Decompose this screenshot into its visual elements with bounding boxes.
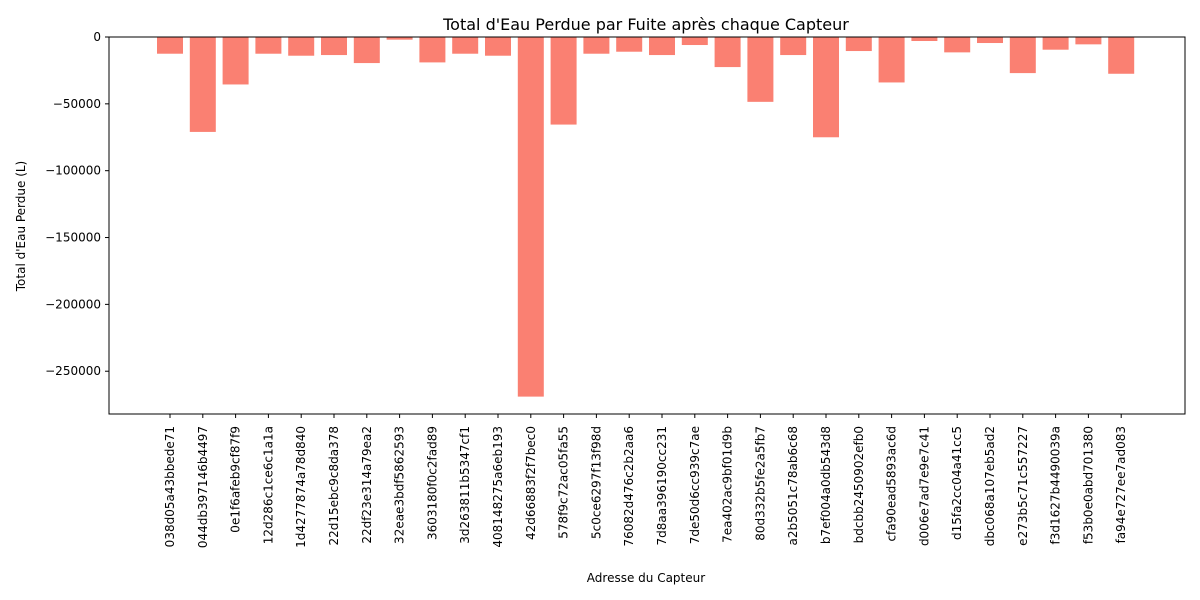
x-tick-label: bdcbb2450902efb0: [852, 426, 866, 543]
bar-7d8aa396190cc231: [649, 37, 675, 56]
bar-a2b5051c78ab6c68: [780, 37, 807, 56]
bar-408148275a6eb193: [485, 37, 511, 56]
y-tick-label: −100000: [45, 164, 101, 178]
bar-fa94e727ee7ad083: [1108, 37, 1135, 74]
bar-3d263811b5347cf1: [452, 37, 479, 54]
x-tick-label: 5c0ce6297f13f98d: [589, 426, 603, 539]
x-tick-label: 7ea402ac9bf01d9b: [721, 426, 735, 543]
bar-f3d1627b4490039a: [1042, 37, 1069, 50]
chart-title: Total d'Eau Perdue par Fuite après chaqu…: [442, 15, 849, 34]
x-tick-label: 12d286c1ce6c1a1a: [261, 426, 275, 544]
bar-b7ef004a0db543d8: [813, 37, 839, 138]
bar-7ea402ac9bf01d9b: [714, 37, 741, 68]
x-tick-label: 22d15ebc9c8da378: [327, 426, 341, 546]
x-tick-label: 3d263811b5347cf1: [458, 426, 472, 544]
x-ticks-layer: 038d05a43bbede71 044db397146b4497 0e1f6afe…: [163, 414, 1128, 548]
bar-3603180f0c2fad89: [419, 37, 446, 63]
x-tick-label: 1d4277874a78d840: [294, 426, 308, 548]
x-tick-label: 7de50d6cc939c7ae: [688, 426, 702, 544]
bar-578f9c72ac05fa55: [550, 37, 577, 125]
bar-12d286c1ce6c1a1a: [255, 37, 282, 54]
x-tick-label: 22df23e314a79ea2: [360, 426, 374, 544]
x-tick-label: 578f9c72ac05fa55: [557, 426, 571, 539]
bar-d15fa2cc04a41cc5: [944, 37, 971, 53]
x-tick-label: 80d332b5fe2a5fb7: [753, 426, 767, 541]
x-tick-label: 32eae3bdf5862593: [393, 426, 407, 544]
bar-80d332b5fe2a5fb7: [747, 37, 774, 102]
y-tick-label: −250000: [45, 364, 101, 378]
x-tick-label: fa94e727ee7ad083: [1114, 426, 1128, 543]
y-tick-label: −50000: [53, 97, 101, 111]
axes-layer: [108, 36, 1186, 415]
x-tick-label: 76082d476c2b2aa6: [622, 426, 636, 547]
bar-044db397146b4497: [189, 37, 216, 132]
y-tick-label: −200000: [45, 297, 101, 311]
bar-22d15ebc9c8da378: [321, 37, 347, 56]
x-tick-label: 408148275a6eb193: [491, 426, 505, 548]
y-axis-title: Total d'Eau Perdue (L): [14, 161, 28, 293]
x-tick-label: a2b5051c78ab6c68: [786, 426, 800, 545]
bar-dbc068a107eb5ad2: [977, 37, 1003, 44]
x-tick-label: dbc068a107eb5ad2: [983, 426, 997, 546]
bar-e273b5c71c557227: [1009, 37, 1036, 74]
y-ticks-layer: 0 −50000 −100000 −150000 −200000 −250000: [45, 30, 109, 378]
bar-22df23e314a79ea2: [353, 37, 380, 64]
bar-5c0ce6297f13f98d: [583, 37, 610, 54]
bar-bdcbb2450902efb0: [845, 37, 872, 52]
x-tick-label: 42d66883f2f7bec0: [524, 426, 538, 540]
x-tick-label: f53b0e0abd701380: [1081, 426, 1095, 544]
plot-frame: [108, 36, 1186, 415]
bar-76082d476c2b2aa6: [616, 37, 643, 52]
y-tick-label: 0: [93, 30, 101, 44]
x-axis-title: Adresse du Capteur: [587, 571, 705, 585]
bar-038d05a43bbede71: [157, 37, 183, 54]
x-tick-label: 7d8aa396190cc231: [655, 426, 669, 546]
x-tick-label: cfa90ead5893ac6d: [885, 426, 899, 542]
bar-7de50d6cc939c7ae: [681, 37, 708, 46]
x-tick-label: 038d05a43bbede71: [163, 426, 177, 547]
x-tick-label: 3603180f0c2fad89: [425, 426, 439, 540]
bar-d006e7ad7e9e7c41: [911, 37, 938, 42]
bar-cfa90ead5893ac6d: [878, 37, 905, 83]
y-tick-label: −150000: [45, 231, 101, 245]
bars-layer: [157, 37, 1135, 397]
x-tick-label: f3d1627b4490039a: [1049, 426, 1063, 544]
bar-0e1f6afeb9cf87f9: [222, 37, 249, 85]
x-tick-label: d15fa2cc04a41cc5: [950, 426, 964, 540]
x-tick-label: 0e1f6afeb9cf87f9: [229, 426, 243, 533]
bar-42d66883f2f7bec0: [517, 37, 544, 397]
x-tick-label: d006e7ad7e9e7c41: [917, 426, 931, 546]
bar-f53b0e0abd701380: [1075, 37, 1102, 45]
x-tick-label: 044db397146b4497: [196, 426, 210, 548]
bar-1d4277874a78d840: [288, 37, 315, 56]
x-tick-label: b7ef004a0db543d8: [819, 426, 833, 544]
x-tick-label: e273b5c71c557227: [1016, 426, 1030, 546]
bar-32eae3bdf5862593: [386, 37, 413, 40]
